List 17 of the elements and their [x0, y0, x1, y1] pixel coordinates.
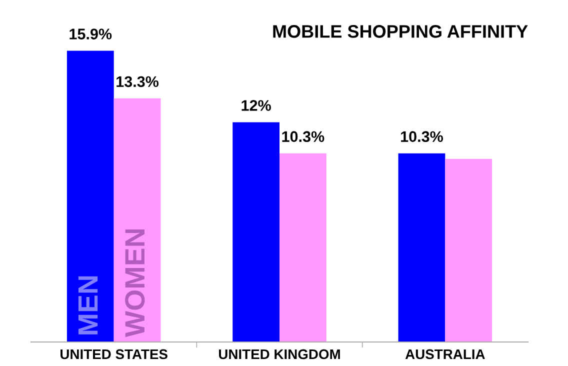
data-label: 12% — [242, 100, 271, 111]
x-tick-label: UNITED STATES — [60, 349, 168, 360]
bar — [232, 122, 280, 342]
data-label: 13.3% — [116, 76, 159, 88]
bar — [280, 153, 326, 342]
series-label: WOMEN — [125, 229, 145, 338]
bar — [66, 50, 114, 342]
bar — [398, 153, 446, 342]
data-label: 15.9% — [70, 28, 112, 40]
x-tick-label: UNITED KINGDOM — [218, 349, 340, 360]
x-tick-label: AUSTRALIA — [405, 349, 485, 360]
data-label: 10.3% — [401, 131, 443, 142]
data-label: 10.3% — [282, 131, 324, 142]
bar — [445, 158, 492, 342]
chart-title: MOBILE SHOPPING AFFINITY — [273, 25, 528, 38]
series-label: MEN — [78, 276, 98, 334]
bar — [114, 98, 161, 342]
